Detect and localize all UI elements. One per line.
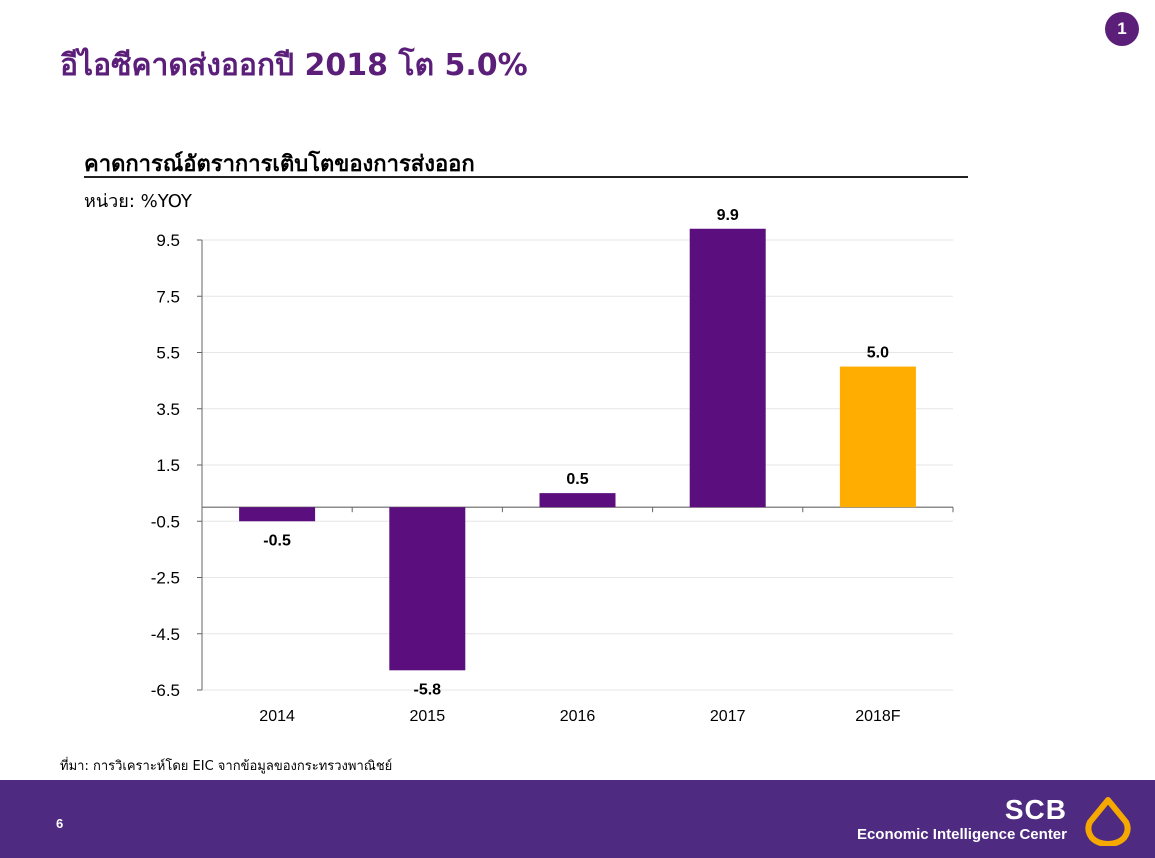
data-label: 0.5 (566, 471, 588, 488)
data-label: -0.5 (263, 532, 291, 549)
chart-title: คาดการณ์อัตราการเติบโตของการส่งออก (84, 152, 475, 177)
x-tick-label: 2018F (855, 708, 901, 725)
x-tick-label: 2017 (710, 708, 746, 725)
slide-title: อีไอซีคาดส่งออกปี 2018 โต 5.0% (60, 48, 528, 83)
bar-2017 (689, 228, 766, 508)
title-divider (84, 176, 968, 178)
page-badge: 1 (1105, 12, 1139, 46)
y-tick-label: -2.5 (151, 569, 180, 588)
y-tick-label: 7.5 (156, 287, 180, 306)
page-number: 6 (56, 816, 64, 831)
gridlines (202, 239, 953, 691)
data-label: 9.9 (717, 207, 739, 224)
bar-2016 (539, 493, 616, 508)
x-tick-label: 2016 (560, 708, 596, 725)
y-tick-label: -6.5 (151, 681, 180, 700)
x-tick-label: 2014 (259, 708, 295, 725)
data-label: 5.0 (867, 345, 889, 362)
y-tick-label: 9.5 (156, 231, 180, 250)
y-axis-unit-label: หน่วย: %YOY (84, 191, 192, 212)
x-tick-label: 2015 (410, 708, 446, 725)
bar-chart: 9.5 7.5 5.5 3.5 1.5 -0.5 -2.5 -4.5 -6.5 -0.5 2014 -… (151, 207, 954, 725)
y-tick-label: 3.5 (156, 400, 180, 419)
labels: 9.5 7.5 5.5 3.5 1.5 -0.5 -2.5 -4.5 -6.5 -0.5 2014 -… (151, 207, 901, 725)
brand-subtitle: Economic Intelligence Center (856, 826, 1067, 843)
scb-logo-icon (1085, 797, 1131, 846)
y-tick-label: -0.5 (151, 512, 180, 531)
y-tick-label: 1.5 (156, 456, 180, 475)
data-label: -5.8 (414, 681, 442, 698)
brand-name: SCB (1004, 794, 1067, 825)
y-tick-label: -4.5 (151, 625, 180, 644)
bar-2015 (389, 507, 466, 671)
bars (239, 228, 916, 671)
y-tick-label: 5.5 (156, 344, 180, 363)
bar-2014 (239, 507, 316, 522)
bar-2018F (839, 366, 916, 508)
footer-bar: 6 SCB Economic Intelligence Center (0, 780, 1155, 858)
source-note: ที่มา: การวิเคราะห์โดย EIC จากข้อมูลของก… (60, 759, 393, 774)
